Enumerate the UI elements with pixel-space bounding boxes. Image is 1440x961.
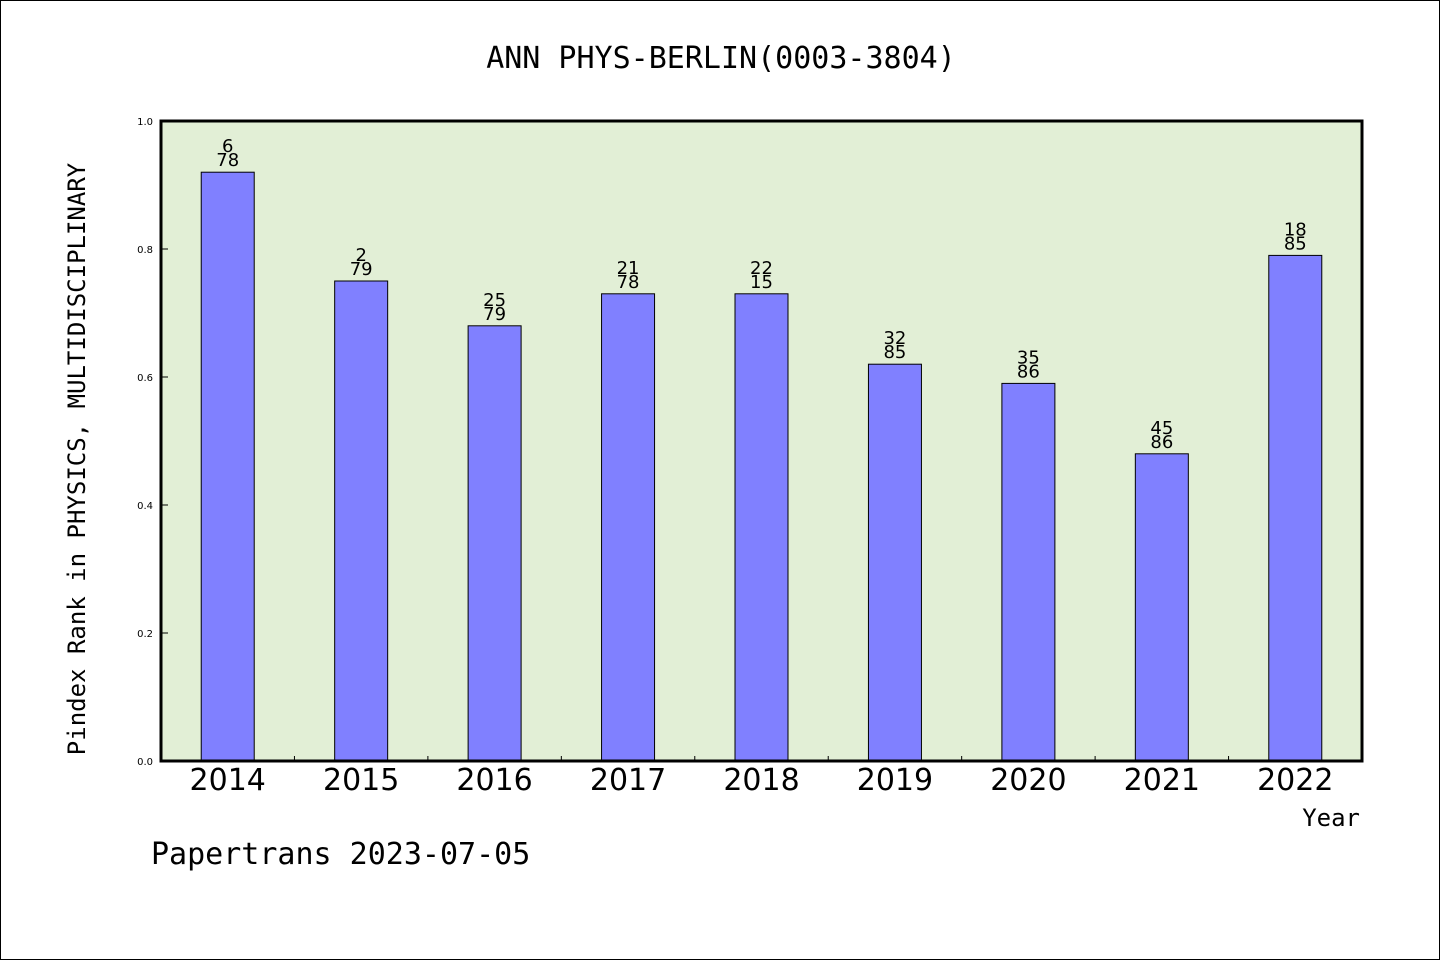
bar-label-2016-1: 25 — [483, 290, 506, 311]
bar-2021 — [1134, 453, 1189, 762]
bar-2015 — [334, 280, 389, 762]
bar-label-2018-1: 22 — [750, 258, 773, 279]
y-tick-label-0.6: 0.6 — [137, 373, 153, 384]
x-tick-label-2015: 2015 — [323, 763, 399, 798]
bar-label-2018-2: 15 — [750, 272, 773, 293]
x-tick-label-2017: 2017 — [590, 763, 666, 798]
bar-label-2015-1: 2 — [355, 245, 366, 266]
y-tick-label-0.0: 0.0 — [137, 757, 153, 768]
bar-2022 — [1268, 254, 1323, 762]
footer-text: Papertrans 2023-07-05 — [151, 837, 530, 872]
bar-label-2019-1: 32 — [883, 328, 906, 349]
bar-label-2017-1: 21 — [617, 258, 640, 279]
bar-2018 — [734, 293, 789, 762]
y-ticks-layer: 0.0 0.2 0.4 0.6 0.8 1.0 — [137, 117, 168, 768]
plot-frame — [159, 119, 1364, 763]
bar-label-2022-1: 18 — [1284, 219, 1307, 240]
bars-layer — [200, 171, 1323, 762]
y-tick-label-0.4: 0.4 — [137, 501, 153, 512]
bar-2020 — [1001, 382, 1056, 762]
y-axis-label: Pindex Rank in PHYSICS, MULTIDISCIPLINAR… — [63, 162, 91, 755]
bar-label-2020-1: 35 — [1017, 347, 1040, 368]
chart-title: ANN PHYS-BERLIN(0003-3804) — [486, 41, 956, 76]
bar-label-2020-2: 86 — [1017, 361, 1040, 382]
x-tick-label-2016: 2016 — [456, 763, 532, 798]
bar-label-2021-1: 45 — [1150, 418, 1173, 439]
x-tick-label-2021: 2021 — [1124, 763, 1200, 798]
bar-label-2015-2: 79 — [350, 259, 373, 280]
bar-2017 — [601, 293, 656, 762]
bar-label-2022-2: 85 — [1284, 233, 1307, 254]
x-tick-label-2019: 2019 — [857, 763, 933, 798]
x-axis-label: Year — [1302, 804, 1360, 832]
x-ticks-layer: 2014 2015 2016 2017 2018 2019 2020 2021 2022 — [190, 756, 1333, 798]
bar-label-2016-2: 79 — [483, 304, 506, 325]
y-tick-label-1.0: 1.0 — [137, 117, 153, 128]
x-tick-label-2018: 2018 — [723, 763, 799, 798]
y-tick-label-0.8: 0.8 — [137, 245, 153, 256]
bar-label-2017-2: 78 — [617, 272, 640, 293]
bar-label-2014-2: 78 — [216, 150, 239, 171]
bar-2019 — [867, 363, 922, 762]
x-tick-label-2014: 2014 — [190, 763, 266, 798]
bar-2016 — [467, 325, 522, 762]
bar-label-2021-2: 86 — [1150, 432, 1173, 453]
y-tick-label-0.2: 0.2 — [137, 629, 153, 640]
x-tick-label-2022: 2022 — [1257, 763, 1333, 798]
bar-2014 — [200, 171, 255, 762]
bar-label-2014-1: 6 — [222, 136, 233, 157]
bar-label-2019-2: 85 — [883, 342, 906, 363]
x-tick-label-2020: 2020 — [990, 763, 1066, 798]
